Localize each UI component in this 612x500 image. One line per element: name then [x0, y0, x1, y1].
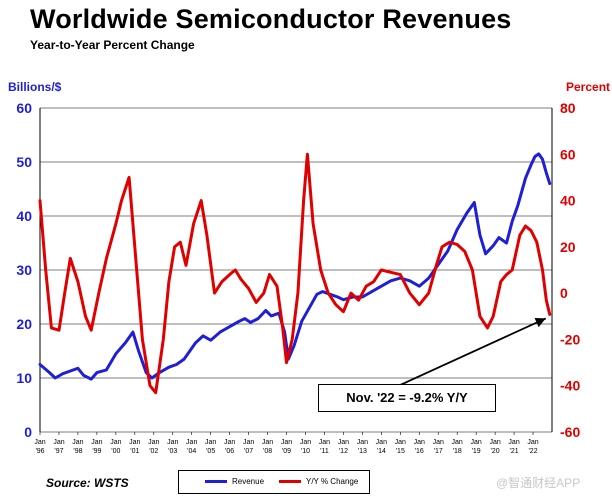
right-tick-label: 0: [560, 285, 568, 301]
x-tick-month: Jan: [34, 439, 45, 446]
x-tick-month: Jan: [186, 439, 197, 446]
revenue-series-line: [38, 152, 552, 381]
x-tick-month: Jan: [110, 439, 121, 446]
right-tick-label: -20: [560, 331, 580, 347]
x-tick-month: Jan: [148, 439, 159, 446]
legend: Revenue Y/Y % Change: [178, 470, 370, 494]
left-tick-label: 20: [16, 316, 32, 332]
x-tick-year: '98: [73, 448, 82, 455]
x-tick-year: '10: [301, 448, 310, 455]
x-tick-year: '13: [358, 448, 367, 455]
x-tick-year: '06: [225, 448, 234, 455]
x-tick-year: '03: [168, 448, 177, 455]
x-tick-month: Jan: [357, 439, 368, 446]
right-tick-label: -60: [560, 424, 580, 440]
x-tick-month: Jan: [72, 439, 83, 446]
x-tick-month: Jan: [376, 439, 387, 446]
x-tick-month: Jan: [433, 439, 444, 446]
left-tick-label: 10: [16, 370, 32, 386]
chart-subtitle: Year-to-Year Percent Change: [30, 38, 195, 52]
x-tick-month: Jan: [414, 439, 425, 446]
right-tick-label: -40: [560, 378, 580, 394]
right-tick-label: 80: [560, 100, 576, 116]
x-tick-year: '09: [282, 448, 291, 455]
x-tick-month: Jan: [91, 439, 102, 446]
x-tick-year: '12: [339, 448, 348, 455]
x-tick-month: Jan: [129, 439, 140, 446]
legend-item-revenue: Revenue: [205, 477, 264, 486]
x-tick-year: '19: [472, 448, 481, 455]
x-tick-year: '99: [92, 448, 101, 455]
x-tick-year: '14: [377, 448, 386, 455]
x-tick-month: Jan: [319, 439, 330, 446]
x-tick-year: '15: [396, 448, 405, 455]
x-tick-year: '11: [320, 448, 329, 455]
left-tick-label: 0: [24, 424, 32, 440]
right-tick-label: 20: [560, 239, 576, 255]
left-axis-unit: Billions/$: [8, 80, 62, 94]
x-tick-year: '20: [491, 448, 500, 455]
x-tick-year: '00: [111, 448, 120, 455]
right-axis-unit: Percent: [566, 80, 611, 94]
x-tick-year: '21: [510, 448, 519, 455]
left-tick-label: 50: [16, 154, 32, 170]
x-tick-month: Jan: [281, 439, 292, 446]
x-tick-month: Jan: [452, 439, 463, 446]
x-tick-year: '96: [35, 448, 44, 455]
watermark: @智通财经APP: [496, 476, 581, 490]
left-tick-label: 40: [16, 208, 32, 224]
chart-title: Worldwide Semiconductor Revenues: [30, 4, 512, 34]
right-tick-label: 60: [560, 146, 576, 162]
legend-swatch-yoy: [279, 480, 301, 483]
x-tick-year: '04: [187, 448, 196, 455]
x-tick-year: '05: [206, 448, 215, 455]
x-tick-month: Jan: [224, 439, 235, 446]
legend-item-yoy: Y/Y % Change: [279, 477, 358, 486]
x-tick-month: Jan: [489, 439, 500, 446]
x-tick-month: Jan: [338, 439, 349, 446]
x-tick-month: Jan: [262, 439, 273, 446]
legend-swatch-revenue: [205, 480, 227, 483]
annotation-arrow-line: [397, 317, 547, 387]
x-tick-year: '22: [528, 448, 537, 455]
x-tick-month: Jan: [508, 439, 519, 446]
x-tick-month: Jan: [527, 439, 538, 446]
left-tick-label: 60: [16, 100, 32, 116]
x-tick-month: Jan: [167, 439, 178, 446]
x-tick-month: Jan: [470, 439, 481, 446]
x-tick-year: '97: [54, 448, 63, 455]
legend-label-yoy: Y/Y % Change: [306, 477, 359, 486]
x-tick-year: '08: [263, 448, 272, 455]
x-tick-month: Jan: [395, 439, 406, 446]
x-tick-year: '18: [453, 448, 462, 455]
x-tick-year: '01: [130, 448, 139, 455]
x-tick-month: Jan: [300, 439, 311, 446]
x-tick-month: Jan: [205, 439, 216, 446]
annotation-arrow-head: [534, 318, 546, 328]
x-tick-year: '16: [415, 448, 424, 455]
x-tick-month: Jan: [243, 439, 254, 446]
x-tick-year: '07: [244, 448, 253, 455]
x-tick-year: '02: [149, 448, 158, 455]
right-tick-label: 40: [560, 193, 576, 209]
left-tick-label: 30: [16, 262, 32, 278]
legend-label-revenue: Revenue: [232, 477, 265, 486]
annotation-box: Nov. '22 = -9.2% Y/Y: [318, 384, 496, 412]
yoy-change-series-line: [38, 152, 552, 395]
x-tick-year: '17: [434, 448, 443, 455]
x-tick-month: Jan: [53, 439, 64, 446]
source-note: Source: WSTS: [46, 476, 129, 490]
